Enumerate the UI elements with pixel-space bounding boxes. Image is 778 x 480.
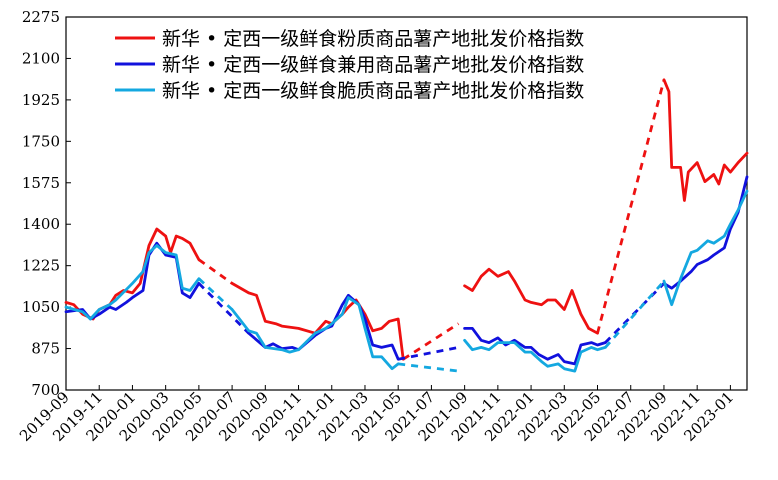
y-tick-label: 1225 [22, 257, 60, 275]
series-line [230, 296, 400, 371]
series-1 [64, 78, 749, 361]
legend-label: 新华 • 定西一级鲜食粉质商品薯产地批发价格指数 [162, 28, 584, 50]
y-tick-label: 2100 [22, 49, 60, 67]
series-line-gap-dashed [397, 346, 459, 361]
series-layer [64, 78, 749, 373]
legend-label: 新华 • 定西一级鲜食脆质商品薯产地批发价格指数 [162, 80, 584, 102]
plot-area [65, 16, 748, 391]
series-line [662, 189, 749, 307]
y-tick-label: 2275 [22, 8, 60, 26]
y-tick-label: 1050 [22, 298, 60, 316]
series-line [230, 281, 405, 361]
y-tick-label: 1925 [22, 91, 60, 109]
series-line-gap-dashed [398, 362, 459, 373]
y-tick-label: 1400 [22, 215, 60, 233]
series-2 [64, 175, 749, 366]
series-line-gap-dashed [197, 282, 250, 335]
y-tick-label: 1575 [22, 174, 60, 192]
series-line [463, 326, 607, 366]
series-line-gap-dashed [596, 79, 666, 334]
series-line [662, 78, 749, 202]
x-axis: 2019-092019-112020-012020-032020-052020-… [16, 385, 737, 445]
y-axis: 700 875 1050 1225 1400 1575 1750 1925 2100 2275 [22, 8, 71, 399]
series-line [463, 267, 599, 335]
plot-frame [65, 16, 748, 391]
series-3 [64, 189, 749, 373]
y-tick-label: 875 [31, 340, 60, 358]
series-line [662, 175, 749, 290]
series-line [247, 293, 400, 361]
series-line-gap-dashed [197, 277, 234, 311]
y-tick-label: 700 [31, 381, 60, 399]
y-tick-label: 1750 [22, 132, 60, 150]
series-line [463, 338, 607, 373]
series-line-gap-dashed [604, 280, 666, 349]
legend-label: 新华 • 定西一级鲜食兼用商品薯产地批发价格指数 [162, 54, 584, 76]
series-line [64, 244, 201, 321]
series-line [64, 241, 201, 321]
series-line-gap-dashed [402, 322, 460, 361]
series-line-gap-dashed [198, 258, 233, 285]
